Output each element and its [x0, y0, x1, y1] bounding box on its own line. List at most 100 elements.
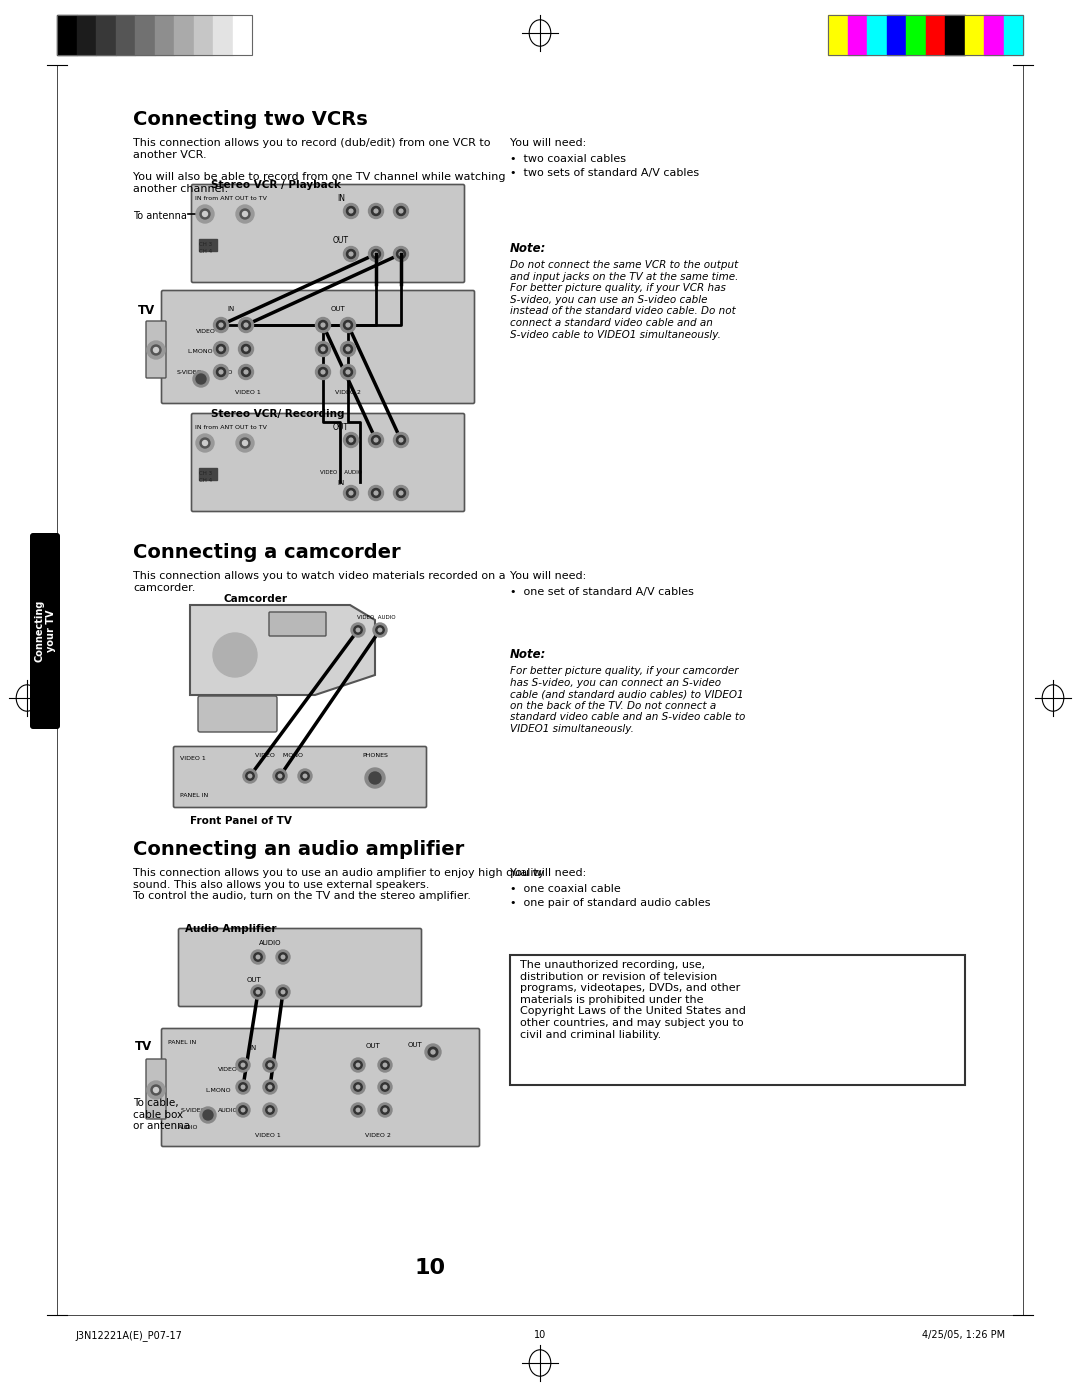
- Circle shape: [298, 769, 312, 783]
- Text: You will need:: You will need:: [510, 138, 586, 148]
- Circle shape: [368, 247, 383, 261]
- Circle shape: [246, 772, 254, 780]
- Bar: [135, 15, 154, 54]
- Text: 10: 10: [415, 1258, 446, 1277]
- Circle shape: [216, 345, 226, 353]
- Bar: [848, 15, 867, 54]
- Circle shape: [393, 204, 408, 219]
- Circle shape: [368, 433, 383, 448]
- Circle shape: [321, 348, 325, 350]
- Circle shape: [237, 434, 254, 452]
- Circle shape: [349, 491, 353, 494]
- Circle shape: [243, 441, 247, 445]
- Circle shape: [239, 317, 254, 332]
- Circle shape: [251, 986, 265, 1000]
- Text: PANEL IN: PANEL IN: [180, 793, 208, 799]
- Bar: [510, 955, 966, 1085]
- Circle shape: [214, 317, 229, 332]
- Circle shape: [203, 441, 207, 445]
- Text: •  two sets of standard A/V cables: • two sets of standard A/V cables: [510, 168, 699, 179]
- Circle shape: [248, 775, 252, 778]
- Circle shape: [378, 1081, 392, 1094]
- Text: This connection allows you to watch video materials recorded on a
camcorder.: This connection allows you to watch vide…: [133, 571, 505, 592]
- Circle shape: [343, 204, 359, 219]
- Circle shape: [214, 364, 229, 380]
- Circle shape: [219, 322, 222, 327]
- Text: CH 4: CH 4: [199, 248, 212, 254]
- Circle shape: [195, 434, 214, 452]
- Bar: [828, 15, 848, 54]
- FancyBboxPatch shape: [162, 1029, 480, 1146]
- Circle shape: [343, 433, 359, 448]
- Circle shape: [347, 250, 355, 258]
- Circle shape: [396, 250, 405, 258]
- Bar: [887, 15, 906, 54]
- Text: Stereo VCR / Playback: Stereo VCR / Playback: [211, 180, 341, 190]
- FancyBboxPatch shape: [162, 290, 474, 403]
- Circle shape: [381, 1106, 389, 1114]
- Circle shape: [372, 207, 380, 215]
- Circle shape: [349, 438, 353, 443]
- Text: You will need:: You will need:: [510, 868, 586, 878]
- Text: You will need:: You will need:: [510, 571, 586, 581]
- Text: IN: IN: [337, 480, 345, 486]
- Circle shape: [281, 990, 285, 994]
- Bar: [154, 15, 174, 54]
- Text: OUT: OUT: [330, 306, 346, 311]
- Circle shape: [356, 628, 360, 632]
- Circle shape: [381, 1061, 389, 1069]
- Circle shape: [254, 953, 262, 962]
- Circle shape: [239, 1106, 247, 1114]
- Text: The unauthorized recording, use,
distribution or revision of television
programs: The unauthorized recording, use, distrib…: [519, 960, 746, 1040]
- Circle shape: [365, 768, 384, 787]
- Text: For better picture quality, if your camcorder
has S-video, you can connect an S-: For better picture quality, if your camc…: [510, 666, 745, 734]
- Circle shape: [368, 486, 383, 501]
- Circle shape: [242, 321, 251, 329]
- Text: OUT: OUT: [408, 1041, 422, 1048]
- Circle shape: [400, 491, 403, 494]
- Text: VIDEO  AUDIO: VIDEO AUDIO: [357, 616, 395, 620]
- Text: OUT: OUT: [247, 977, 261, 983]
- Circle shape: [303, 775, 307, 778]
- Circle shape: [193, 371, 210, 387]
- FancyBboxPatch shape: [174, 747, 427, 807]
- Circle shape: [431, 1050, 435, 1054]
- Circle shape: [151, 1085, 161, 1094]
- Circle shape: [195, 205, 214, 223]
- Bar: [199, 239, 217, 251]
- Circle shape: [396, 436, 405, 444]
- Circle shape: [393, 486, 408, 501]
- Bar: [964, 15, 984, 54]
- FancyBboxPatch shape: [146, 1060, 166, 1120]
- Circle shape: [251, 951, 265, 965]
- Bar: [984, 15, 1003, 54]
- Circle shape: [351, 1058, 365, 1072]
- Circle shape: [216, 367, 226, 377]
- Text: This connection allows you to record (dub/edit) from one VCR to
another VCR.: This connection allows you to record (du…: [133, 138, 490, 159]
- Circle shape: [346, 322, 350, 327]
- Circle shape: [151, 345, 161, 355]
- Circle shape: [426, 1044, 441, 1060]
- Circle shape: [347, 489, 355, 497]
- Circle shape: [147, 341, 165, 359]
- Text: •  one coaxial cable: • one coaxial cable: [510, 884, 621, 893]
- Text: S-VIDEO: S-VIDEO: [181, 1108, 206, 1113]
- Circle shape: [319, 367, 327, 377]
- Circle shape: [244, 370, 248, 374]
- Circle shape: [264, 1081, 276, 1094]
- Bar: [57, 15, 252, 54]
- Circle shape: [383, 1108, 387, 1111]
- Text: IN: IN: [337, 194, 345, 202]
- Circle shape: [279, 988, 287, 997]
- Circle shape: [378, 1058, 392, 1072]
- Circle shape: [237, 205, 254, 223]
- Bar: [199, 468, 217, 480]
- Text: OUT to TV: OUT to TV: [235, 195, 267, 201]
- Text: VIDEO 1: VIDEO 1: [255, 1134, 281, 1138]
- Circle shape: [343, 367, 352, 377]
- Text: VIDEO: VIDEO: [195, 329, 216, 334]
- Text: Connecting an audio amplifier: Connecting an audio amplifier: [133, 840, 464, 859]
- Circle shape: [243, 212, 247, 216]
- Bar: [232, 15, 252, 54]
- Text: Audio Amplifier: Audio Amplifier: [185, 924, 276, 934]
